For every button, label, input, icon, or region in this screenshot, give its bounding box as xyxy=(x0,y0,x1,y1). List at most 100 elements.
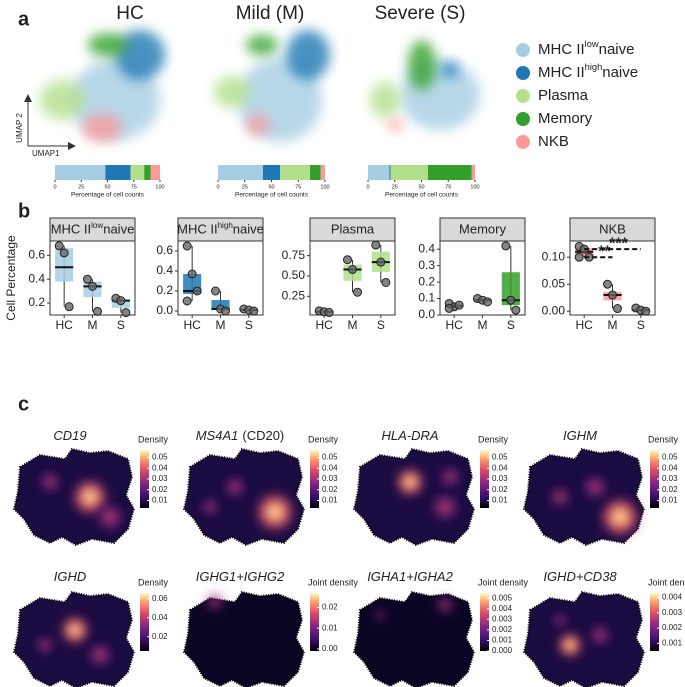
y-tick-label: 0.6 xyxy=(156,243,173,257)
facet-title-part: MHC II xyxy=(177,222,217,237)
x-tick-label: 25 xyxy=(242,184,248,190)
legend-swatch xyxy=(516,66,530,80)
axis-label: UMAP1 xyxy=(32,149,60,158)
y-tick-label: 0.0 xyxy=(156,303,173,317)
facet-title-part: MHC II xyxy=(51,222,91,237)
facet-title-part: low xyxy=(91,221,103,230)
x-tick-label: S xyxy=(637,318,645,332)
bar-segment xyxy=(320,165,325,180)
y-tick-label: 0.4 xyxy=(418,241,435,255)
x-tick-label: 50 xyxy=(104,184,110,190)
data-point xyxy=(182,296,192,306)
facet-title: NKB xyxy=(599,222,626,237)
y-tick-label: 0.25 xyxy=(282,288,306,302)
bar-segment xyxy=(150,165,160,180)
colorbar-tick-label: 0.03 xyxy=(152,474,168,483)
x-tick-label: S xyxy=(377,318,385,332)
colorbar-tick-label: 0.02 xyxy=(322,603,338,612)
colorbar-tick-label: 0.002 xyxy=(492,625,513,634)
colorbar-tick-label: 0.000 xyxy=(492,646,513,655)
facet-title: MHC IIlownaive xyxy=(51,221,135,237)
y-tick-label: 0.10 xyxy=(542,249,566,263)
colorbar-tick-label: 0.03 xyxy=(322,474,338,483)
x-tick-label: M xyxy=(608,318,618,332)
x-tick-label: 0 xyxy=(366,184,369,190)
data-point xyxy=(182,241,192,251)
colorbar-tick-label: 0.002 xyxy=(662,623,683,632)
map-title-part: CD19 xyxy=(53,428,86,443)
map-title: IGHD+CD38 xyxy=(543,569,617,584)
bar-segment xyxy=(368,165,390,180)
facet-title-part: NKB xyxy=(599,222,626,237)
colorbar-tick-label: 0.00 xyxy=(322,644,338,653)
x-tick-label: M xyxy=(348,318,358,332)
x-tick-label: HC xyxy=(55,318,73,332)
colorbar-title: Density xyxy=(138,434,169,444)
colorbar-tick-label: 0.05 xyxy=(662,453,678,462)
y-tick-label: 0.2 xyxy=(28,295,45,309)
colorbar-tick-label: 0.06 xyxy=(152,594,168,603)
bar-segment xyxy=(280,165,311,180)
panel-label: c xyxy=(18,393,29,415)
legend-label-part: MHC II xyxy=(538,64,585,81)
colorbar-title: Joint density xyxy=(308,577,359,587)
colorbar xyxy=(310,593,319,651)
umap-cloud xyxy=(82,114,122,142)
data-point xyxy=(641,306,651,316)
colorbar-tick-label: 0.01 xyxy=(322,623,338,632)
map-title-note: (CD20) xyxy=(242,428,284,443)
bar-segment xyxy=(130,165,145,180)
data-point xyxy=(574,252,584,262)
map-title-part: IGHG1+IGHG2 xyxy=(196,569,285,584)
data-point xyxy=(249,306,259,316)
x-tick-label: HC xyxy=(183,318,201,332)
colorbar-tick-label: 0.003 xyxy=(662,608,683,617)
y-tick-label: 0.1 xyxy=(418,291,435,305)
map-title-part: IGHD xyxy=(54,569,87,584)
density-glow xyxy=(429,491,461,523)
density-glow xyxy=(94,501,126,533)
colorbar-tick-label: 0.03 xyxy=(492,474,508,483)
legend-label: Plasma xyxy=(538,87,589,104)
density-map xyxy=(12,590,136,687)
density-map xyxy=(182,590,306,687)
colorbar-tick-label: 0.02 xyxy=(492,485,508,494)
data-point xyxy=(376,257,386,267)
colorbar xyxy=(310,450,319,508)
x-tick-label: 0 xyxy=(53,184,56,190)
umap-title: HC xyxy=(116,3,143,24)
data-point xyxy=(371,240,381,250)
facet-title: Memory xyxy=(459,222,506,237)
data-point xyxy=(348,264,357,274)
colorbar-tick-label: 0.02 xyxy=(152,485,168,494)
data-point xyxy=(59,248,69,258)
y-tick-label: 0.4 xyxy=(156,263,173,277)
colorbar xyxy=(140,593,149,651)
data-point xyxy=(608,290,617,300)
umap-cloud xyxy=(442,62,458,78)
density-glow xyxy=(59,614,91,646)
bar-segment xyxy=(427,165,472,180)
map-title: IGHA1+IGHA2 xyxy=(367,569,453,584)
density-glow xyxy=(223,475,247,499)
map-title-part: IGHD+CD38 xyxy=(543,569,617,584)
density-map xyxy=(352,590,476,687)
umap-silhouette xyxy=(352,590,476,687)
legend-label: NKB xyxy=(538,133,569,150)
umap-silhouette xyxy=(182,590,306,687)
colorbar-tick-label: 0.04 xyxy=(152,613,168,622)
data-point xyxy=(444,303,454,313)
bar-segment xyxy=(310,165,321,180)
colorbar-tick-label: 0.02 xyxy=(662,485,678,494)
colorbar-title: Joint density xyxy=(478,577,529,587)
colorbar-tick-label: 0.01 xyxy=(662,496,678,505)
colorbar xyxy=(140,450,149,508)
y-tick-label: 0.00 xyxy=(542,303,566,317)
density-glow xyxy=(35,635,55,655)
data-point xyxy=(506,295,516,305)
y-tick-label: 0.50 xyxy=(282,268,306,282)
arrow-head xyxy=(24,94,32,102)
bar-segment xyxy=(471,165,475,180)
colorbar xyxy=(650,450,659,508)
facet-title-part: Memory xyxy=(459,222,506,237)
